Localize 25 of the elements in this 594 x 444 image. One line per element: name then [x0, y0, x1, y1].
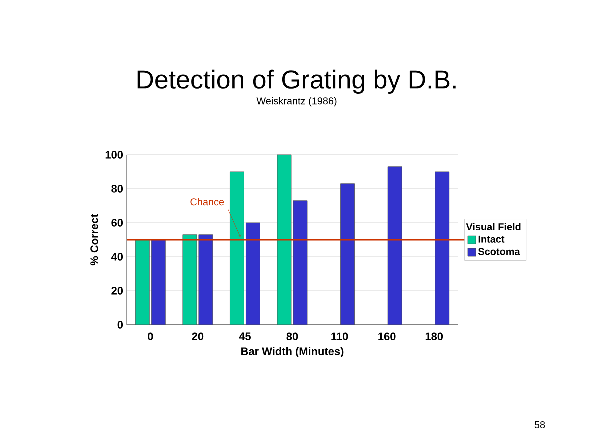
x-tick-label: 180	[426, 332, 444, 341]
x-tick-label: 110	[332, 332, 348, 341]
bar	[388, 166, 402, 326]
y-tick-label: 100	[106, 151, 124, 159]
x-tick-label: 160	[378, 332, 396, 341]
x-tick-label: 0	[148, 332, 154, 341]
bar	[435, 172, 450, 326]
bar	[340, 184, 355, 326]
y-axis-title: % Correct	[90, 214, 98, 266]
chart-title: Detection of Grating by D.B.	[138, 70, 456, 94]
chart-subtitle: Weiskrantz (1986)	[256, 97, 337, 107]
ref-line-label: Chance	[190, 198, 224, 206]
y-tick-label: 80	[112, 185, 124, 193]
legend-title: Visual Field	[466, 223, 521, 231]
y-tick-label: 20	[112, 287, 124, 295]
x-tick-label: 80	[286, 332, 298, 341]
legend-label: Intact	[478, 236, 505, 243]
text: 58	[534, 421, 546, 429]
y-tick-label: 40	[111, 253, 124, 261]
legend-label: Scotoma	[478, 248, 520, 256]
x-axis-title: Bar Width (Minutes)	[242, 347, 344, 358]
x-tick-label: 20	[192, 332, 204, 341]
x-tick-label: 45	[239, 332, 251, 340]
y-tick-label: 60	[112, 219, 124, 227]
y-tick-label: 0	[118, 321, 124, 329]
